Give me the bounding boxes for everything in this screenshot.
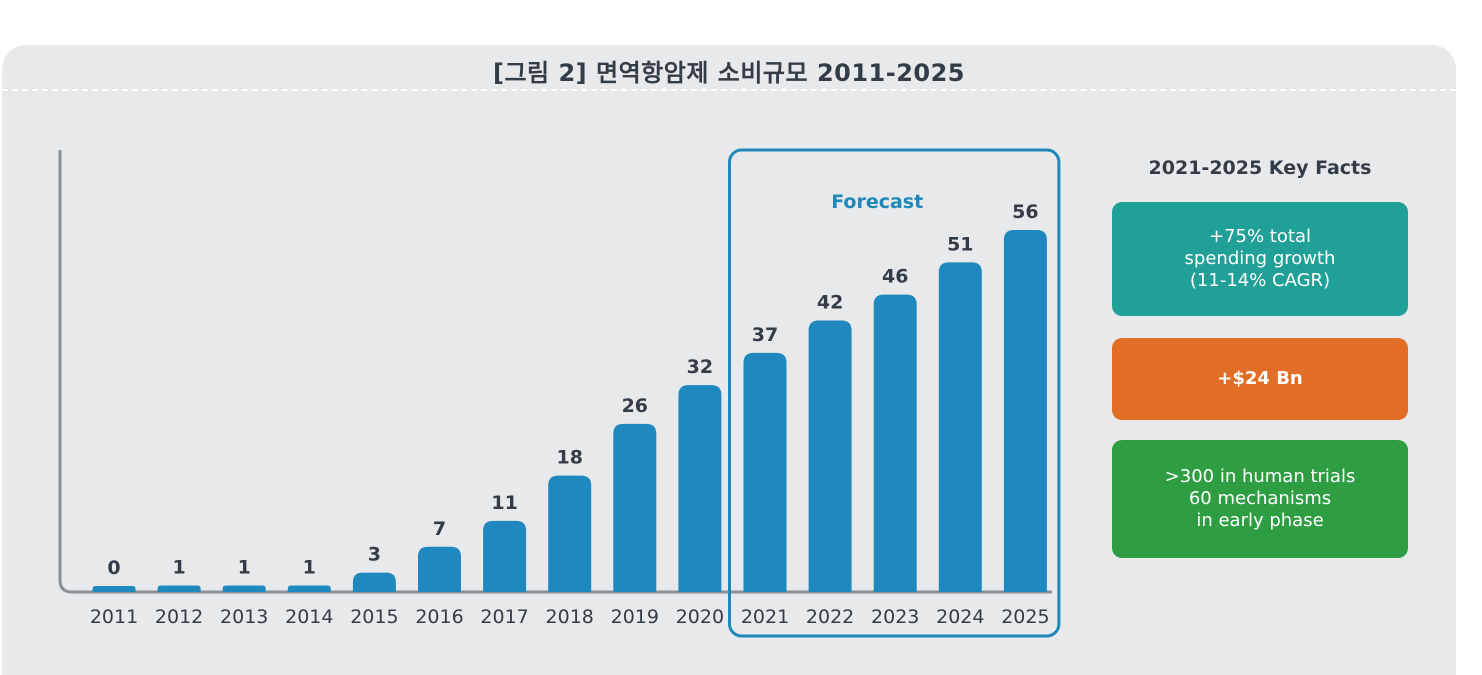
- bar: [92, 586, 136, 592]
- x-tick-label: 2016: [415, 606, 463, 628]
- key-fact-line: (11-14% CAGR): [1189, 270, 1331, 291]
- bar: [352, 572, 396, 592]
- key-fact-growth: +75% total spending growth (11-14% CAGR): [1112, 202, 1408, 316]
- x-tick-label: 2023: [871, 606, 919, 628]
- data-label: 18: [556, 447, 582, 469]
- bar: [808, 320, 852, 592]
- x-tick-label: 2013: [220, 606, 268, 628]
- bar: [222, 585, 266, 592]
- x-tick-label: 2022: [806, 606, 854, 628]
- key-fact-line: >300 in human trials: [1164, 466, 1356, 487]
- bar: [678, 385, 722, 592]
- forecast-label: Forecast: [831, 191, 923, 213]
- x-tick-label: 2017: [480, 606, 528, 628]
- x-tick-label: 2021: [741, 606, 789, 628]
- x-tick-label: 2019: [611, 606, 659, 628]
- data-label: 1: [303, 557, 316, 579]
- bar: [287, 585, 331, 592]
- data-label: 11: [491, 492, 517, 514]
- bar: [418, 546, 461, 592]
- x-tick-label: 2018: [546, 606, 594, 628]
- data-label: 3: [368, 544, 381, 566]
- bar: [157, 585, 201, 592]
- x-tick-label: 2020: [676, 606, 724, 628]
- x-tick-label: 2024: [936, 606, 984, 628]
- data-label: 37: [752, 324, 778, 346]
- bar: [938, 262, 982, 592]
- title-bar: [그림 2] 면역항암제 소비규모 2011-2025: [2, 45, 1456, 91]
- data-label: 7: [433, 518, 446, 540]
- data-label: 32: [687, 356, 713, 378]
- bar: [1003, 230, 1047, 592]
- bar: [873, 294, 917, 592]
- x-tick-label: 2015: [350, 606, 398, 628]
- x-tick-label: 2012: [155, 606, 203, 628]
- data-label: 0: [107, 557, 120, 579]
- data-label: 56: [1012, 201, 1038, 223]
- bar: [743, 352, 787, 592]
- key-fact-spending: +$24 Bn: [1112, 338, 1408, 420]
- data-label: 46: [882, 266, 908, 288]
- forecast-box: [728, 148, 1061, 638]
- key-fact-line: +$24 Bn: [1217, 368, 1303, 389]
- data-label: 1: [172, 557, 185, 579]
- bar: [483, 520, 527, 592]
- data-label: 1: [238, 557, 251, 579]
- x-tick-label: 2014: [285, 606, 333, 628]
- bar: [613, 423, 657, 592]
- x-tick-label: 2011: [90, 606, 138, 628]
- key-facts-heading: 2021-2025 Key Facts: [1148, 157, 1372, 179]
- key-fact-line: in early phase: [1196, 510, 1324, 531]
- data-label: 51: [947, 233, 973, 255]
- key-fact-line: +75% total: [1209, 226, 1311, 247]
- key-fact-line: 60 mechanisms: [1188, 488, 1332, 509]
- key-fact-trials: >300 in human trials 60 mechanisms in ea…: [1112, 440, 1408, 558]
- bar: [548, 475, 592, 592]
- chart-title: [그림 2] 면역항암제 소비규모 2011-2025: [493, 59, 965, 87]
- axis-line: [58, 150, 1052, 594]
- data-label: 42: [817, 292, 843, 314]
- data-label: 26: [622, 395, 648, 417]
- key-fact-line: spending growth: [1184, 248, 1336, 269]
- x-tick-label: 2025: [1001, 606, 1049, 628]
